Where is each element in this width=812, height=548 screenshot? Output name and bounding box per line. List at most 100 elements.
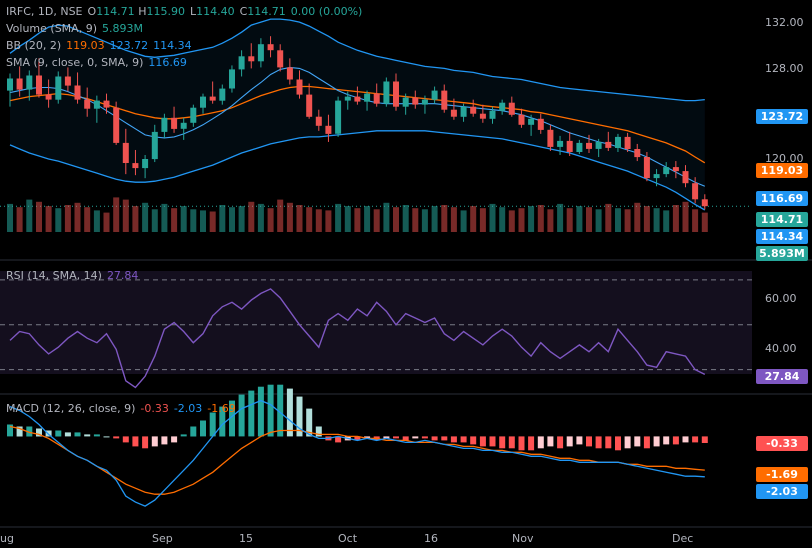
macd-histogram-bar xyxy=(151,436,158,447)
candle xyxy=(55,71,62,104)
bb-upper-tag: 123.72 xyxy=(756,109,808,124)
volume-bar xyxy=(257,203,264,232)
candle xyxy=(36,58,42,98)
candle-body xyxy=(528,118,535,125)
volume-tag: 5.893M xyxy=(756,246,808,261)
macd-line-tag: -2.03 xyxy=(756,484,808,499)
candle-body xyxy=(460,106,467,117)
volume-legend[interactable]: Volume (SMA, 9) 5.893M xyxy=(6,22,148,36)
candle xyxy=(470,99,477,117)
candle xyxy=(364,90,371,111)
candle xyxy=(499,99,506,115)
volume-bar xyxy=(151,209,158,232)
bb-upper-line xyxy=(9,18,705,102)
macd-histogram-bar xyxy=(277,384,284,437)
candle xyxy=(93,95,100,123)
macd-histogram-bar xyxy=(421,436,428,439)
volume-bar xyxy=(84,207,91,232)
volume-bar xyxy=(460,210,467,232)
volume-bar xyxy=(180,206,187,232)
ohlc-legend[interactable]: IRFC, 1D, NSE O114.71 H115.90 L114.40 C114.… xyxy=(6,5,367,19)
macd-histogram-bar xyxy=(248,390,255,437)
macd-legend[interactable]: MACD (12, 26, close, 9) -0.33 -2.03 -1.69 xyxy=(6,402,241,416)
macd-signal-value: -1.69 xyxy=(207,402,236,415)
macd-histogram-bar xyxy=(412,436,419,439)
candle-body xyxy=(393,81,399,107)
low-label: L114.40 xyxy=(189,5,235,18)
pane-backgrounds xyxy=(0,259,812,528)
rsi-legend[interactable]: RSI (14, SMA, 14) 27.84 xyxy=(6,269,143,283)
sma-legend-label: SMA (9, close, 0, SMA, 9) xyxy=(6,56,144,69)
candle-body xyxy=(277,50,284,68)
rsi-pane xyxy=(0,279,752,389)
candle-body xyxy=(643,157,650,179)
candle xyxy=(64,67,71,92)
volume-bar xyxy=(306,207,313,232)
candle xyxy=(450,98,457,120)
candle xyxy=(557,135,564,156)
candle xyxy=(537,113,544,134)
candle xyxy=(296,70,303,99)
volume-bar xyxy=(7,203,13,232)
volume-bar xyxy=(624,209,631,232)
bb-upper-value: 123.72 xyxy=(109,39,149,52)
volume-bar xyxy=(393,207,399,232)
candle-body xyxy=(489,110,496,119)
candle-body xyxy=(26,75,33,90)
macd-histogram-bar xyxy=(122,436,129,443)
x-tick-label: 15 xyxy=(239,532,253,545)
candle xyxy=(26,70,33,101)
price-tick-label: 120.00 xyxy=(765,152,804,165)
volume-bars xyxy=(7,197,708,232)
macd-histogram-bar xyxy=(634,436,641,447)
volume-bar xyxy=(16,207,23,232)
candle-body xyxy=(180,122,187,129)
candle-body xyxy=(354,96,361,102)
candle-body xyxy=(267,44,274,51)
bb-legend[interactable]: BB (20, 2) 119.03 123.72 114.34 xyxy=(6,39,197,53)
macd-histogram-bar xyxy=(26,426,33,437)
candle-body xyxy=(7,78,13,91)
candle-body xyxy=(421,99,428,105)
sma-legend[interactable]: SMA (9, close, 0, SMA, 9) 116.69 xyxy=(6,56,192,70)
bb-lower-line xyxy=(9,130,706,211)
x-tick-label: ug xyxy=(0,532,14,545)
candles[interactable] xyxy=(7,36,708,210)
candle xyxy=(161,113,168,138)
volume-bar xyxy=(45,206,52,232)
candle xyxy=(421,95,428,114)
close-price-tag: 114.71 xyxy=(756,212,808,227)
candle-body xyxy=(229,69,235,89)
candle-body xyxy=(248,56,255,62)
macd-histogram-bar xyxy=(16,426,23,437)
volume-bar xyxy=(586,207,592,232)
volume-bar xyxy=(566,208,573,232)
candle xyxy=(142,155,149,179)
volume-bar xyxy=(296,205,303,232)
candle xyxy=(653,169,660,187)
volume-bar xyxy=(682,201,689,232)
candle xyxy=(643,151,650,182)
candle-body xyxy=(171,117,178,129)
volume-bar xyxy=(402,205,409,232)
candle-body xyxy=(161,117,168,132)
macd-histogram-bar xyxy=(74,432,81,437)
volume-bar xyxy=(489,203,496,232)
volume-bar xyxy=(701,212,708,232)
candle xyxy=(393,73,399,111)
candle xyxy=(325,114,332,142)
volume-bar xyxy=(113,197,120,232)
candle-body xyxy=(566,140,573,152)
candle-body xyxy=(615,136,621,148)
volume-bar xyxy=(55,208,62,232)
volume-bar xyxy=(64,205,71,232)
candle xyxy=(663,162,670,178)
volume-bar xyxy=(36,201,42,232)
candle-body xyxy=(576,142,583,152)
macd-histogram-bar xyxy=(335,436,342,443)
close-label: C114.71 xyxy=(239,5,286,18)
macd-hist-value: -0.33 xyxy=(140,402,169,415)
volume-bar xyxy=(122,199,129,232)
